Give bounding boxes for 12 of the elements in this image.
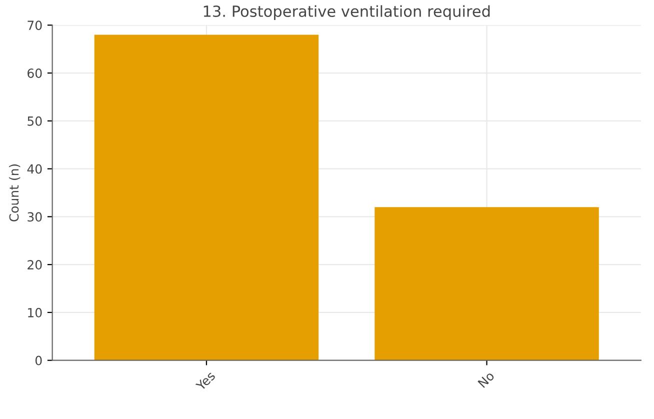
x-tick-label: No [478,370,495,388]
chart-title: 13. Postoperative ventilation required [204,5,490,20]
x-tick-label: Yes [195,370,216,392]
y-tick-label: 30 [28,212,42,222]
y-axis-title: Count (n) [9,164,20,222]
y-tick-label: 0 [35,356,42,366]
y-tick-label: 70 [28,20,42,30]
y-tick-label: 50 [28,116,42,126]
y-tick-label: 40 [27,164,42,174]
y-tick-label: 60 [28,68,42,78]
y-tick-label: 20 [28,260,42,270]
y-tick-label: 10 [28,308,42,318]
